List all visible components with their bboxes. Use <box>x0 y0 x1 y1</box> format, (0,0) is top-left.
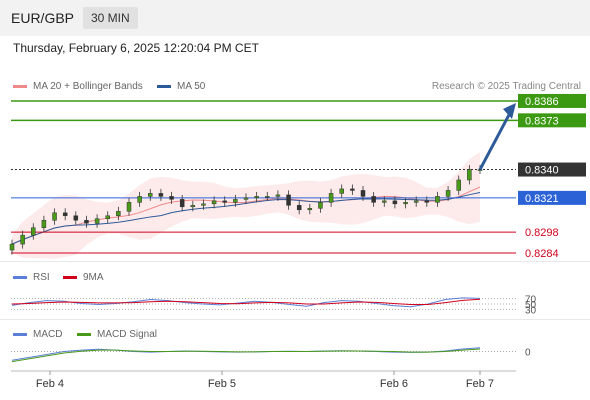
legend-bollinger-label: MA 20 + Bollinger Bands <box>33 81 143 92</box>
candle-body <box>265 196 270 198</box>
level-label-last-price: 0.8340 <box>525 165 559 177</box>
macd-level-label: 0 <box>525 348 531 359</box>
rsi-ma-swatch <box>63 276 77 279</box>
legend-bollinger: MA 20 + Bollinger Bands <box>13 81 143 92</box>
candle-body <box>371 196 376 203</box>
candle-body <box>243 197 249 200</box>
macd-swatch <box>13 333 27 336</box>
candle-body <box>20 234 25 245</box>
legend-rsi-label: RSI <box>33 272 50 283</box>
candle-body <box>339 188 344 194</box>
bollinger-band-fill <box>12 152 480 259</box>
candle-body <box>382 200 387 203</box>
top-bar: EUR/GBP 30 MIN <box>0 0 590 36</box>
candle-body <box>41 219 47 228</box>
level-label-resistance: 0.8386 <box>525 96 559 108</box>
rsi-ma-line <box>11 298 481 306</box>
candle-body <box>296 205 302 211</box>
panel-divider <box>0 319 590 320</box>
candle-body <box>62 212 68 217</box>
legend-ma50-label: MA 50 <box>177 81 206 92</box>
level-box-resistance <box>518 93 586 108</box>
candle-body <box>222 200 227 203</box>
candle-body <box>116 211 121 217</box>
candle-body <box>413 200 419 203</box>
macd-signal-swatch <box>77 333 91 336</box>
candle-body <box>52 212 57 221</box>
candle-body <box>286 194 291 206</box>
trend-arrow-head <box>503 102 516 119</box>
candle-body <box>158 193 164 197</box>
legend-macd-label: MACD <box>33 329 63 340</box>
macd-line <box>11 347 481 361</box>
legend-macd-signal: MACD Signal <box>77 329 157 340</box>
rsi-level-label: 30 <box>525 306 537 317</box>
candle-body <box>148 193 153 197</box>
candle-body <box>169 196 174 200</box>
ma50-swatch <box>157 85 171 88</box>
candle-body <box>84 219 89 224</box>
candle-body <box>211 200 217 205</box>
rsi-level-label: 70 <box>525 294 537 305</box>
candle-body <box>179 199 185 208</box>
legend-rsi-ma-label: 9MA <box>83 272 104 283</box>
candle-body <box>254 196 259 199</box>
candle-body <box>94 218 100 224</box>
level-label-pivot: 0.8321 <box>525 193 559 205</box>
research-credit: Research © 2025 Trading Central <box>431 81 581 92</box>
level-label-resistance: 0.8373 <box>525 115 559 127</box>
candle-body <box>445 190 451 197</box>
currency-pair-title: EUR/GBP <box>11 10 75 26</box>
candle-body <box>233 199 238 203</box>
level-label-support: 0.8298 <box>525 227 559 239</box>
legend-macd-signal-label: MACD Signal <box>97 329 158 340</box>
candle-body <box>126 202 132 212</box>
panel-divider <box>0 261 590 262</box>
candle-body <box>275 194 281 197</box>
candle-body <box>403 202 408 205</box>
x-tick-label: Feb 5 <box>208 378 236 390</box>
bollinger-swatch <box>13 85 27 88</box>
trend-arrow-line <box>478 112 512 171</box>
rsi-line <box>11 297 481 308</box>
report-datetime: Thursday, February 6, 2025 12:20:04 PM C… <box>13 41 259 55</box>
x-tick-label: Feb 4 <box>36 378 64 390</box>
candle-body <box>137 196 142 203</box>
candle-body <box>328 193 334 203</box>
candle-body <box>424 200 430 203</box>
candle-body <box>9 243 15 251</box>
legend-rsi-ma: 9MA <box>63 272 104 283</box>
candle-body <box>105 215 110 220</box>
candle-body <box>318 202 323 209</box>
candle-body <box>31 227 36 236</box>
rsi-level-label: 50 <box>525 300 537 311</box>
candle-body <box>392 200 398 205</box>
level-label-support: 0.8284 <box>525 248 559 260</box>
candle-body <box>307 208 313 211</box>
candle-body <box>435 196 440 203</box>
candle-body <box>456 179 461 191</box>
candle-body <box>73 215 79 221</box>
timeframe-button[interactable]: 30 MIN <box>83 7 138 29</box>
candle-body <box>350 188 355 191</box>
x-tick-label: Feb 7 <box>466 378 494 390</box>
level-box-last-price <box>518 162 586 177</box>
candle-body <box>360 190 366 197</box>
legend-macd: MACD <box>13 329 62 340</box>
macd-signal-line <box>11 348 481 363</box>
level-box-pivot <box>518 190 586 205</box>
legend-rsi: RSI <box>13 272 50 283</box>
x-tick-label: Feb 6 <box>380 378 408 390</box>
candle-body <box>201 203 206 206</box>
legend-ma50: MA 50 <box>157 81 205 92</box>
candle-body <box>467 169 472 181</box>
candle-body <box>190 205 196 208</box>
level-box-resistance <box>518 113 586 128</box>
rsi-swatch <box>13 276 27 279</box>
